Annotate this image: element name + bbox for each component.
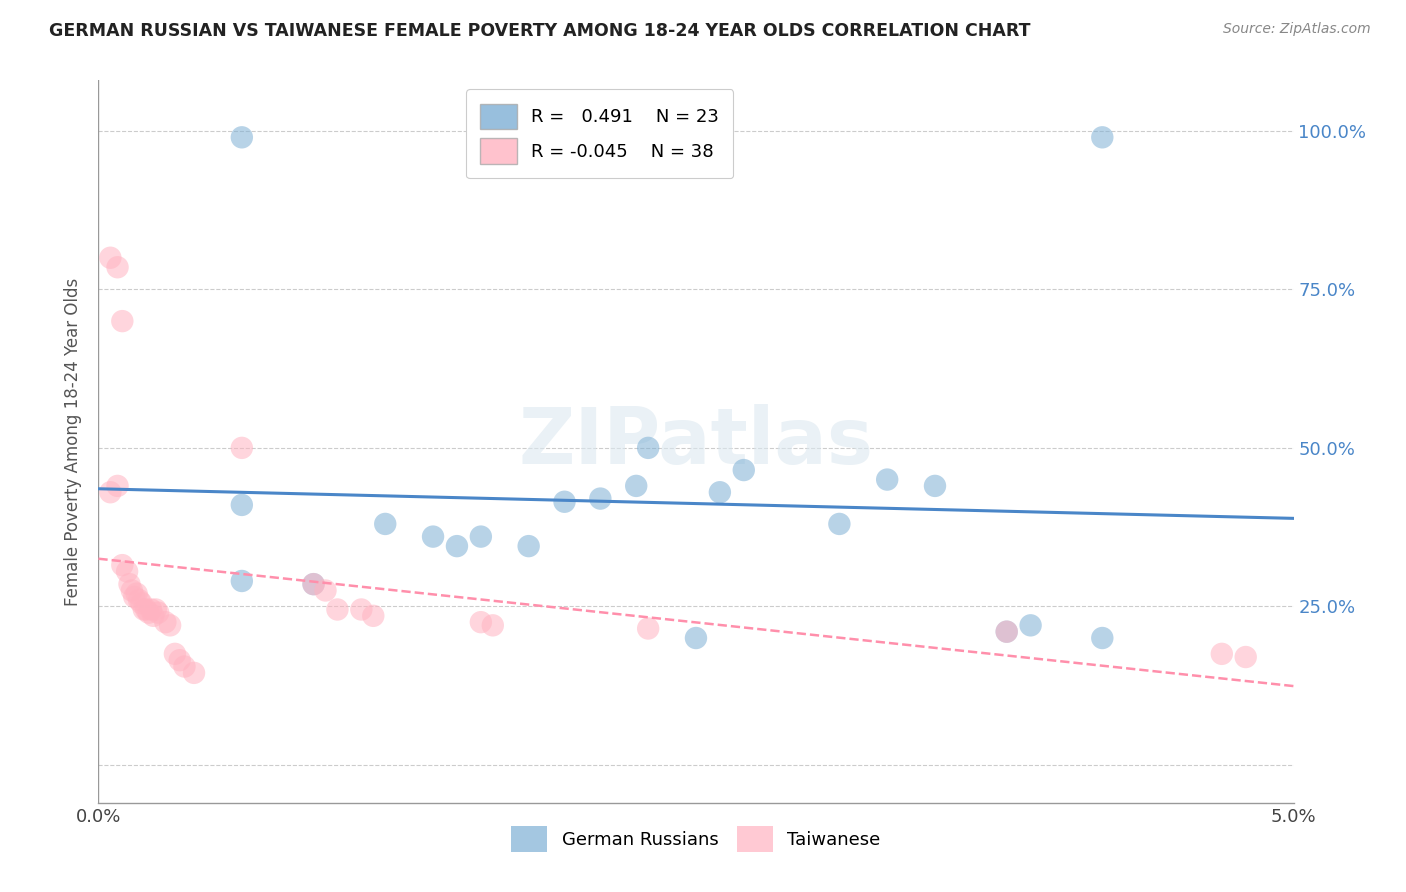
- Point: [709, 485, 731, 500]
- Point: [135, 602, 157, 616]
- Point: [131, 596, 153, 610]
- Point: [231, 498, 253, 512]
- Point: [163, 647, 186, 661]
- Point: [828, 516, 851, 531]
- Point: [924, 479, 946, 493]
- Point: [589, 491, 612, 506]
- Point: [626, 479, 648, 493]
- Point: [733, 463, 755, 477]
- Point: [107, 260, 129, 275]
- Point: [128, 593, 150, 607]
- Point: [183, 665, 205, 680]
- Point: [470, 615, 492, 630]
- Y-axis label: Female Poverty Among 18-24 Year Olds: Female Poverty Among 18-24 Year Olds: [65, 277, 83, 606]
- Point: [422, 530, 444, 544]
- Text: ZIPatlas: ZIPatlas: [519, 403, 873, 480]
- Point: [111, 314, 134, 328]
- Point: [995, 624, 1018, 639]
- Point: [995, 624, 1018, 639]
- Point: [876, 473, 898, 487]
- Point: [138, 606, 160, 620]
- Point: [1234, 650, 1257, 665]
- Legend: German Russians, Taiwanese: German Russians, Taiwanese: [505, 819, 887, 859]
- Point: [98, 251, 122, 265]
- Point: [107, 479, 129, 493]
- Point: [111, 558, 134, 573]
- Text: Source: ZipAtlas.com: Source: ZipAtlas.com: [1223, 22, 1371, 37]
- Point: [155, 615, 177, 630]
- Point: [302, 577, 325, 591]
- Point: [231, 441, 253, 455]
- Text: GERMAN RUSSIAN VS TAIWANESE FEMALE POVERTY AMONG 18-24 YEAR OLDS CORRELATION CHA: GERMAN RUSSIAN VS TAIWANESE FEMALE POVER…: [49, 22, 1031, 40]
- Point: [326, 602, 349, 616]
- Point: [139, 602, 162, 616]
- Point: [1091, 631, 1114, 645]
- Point: [132, 602, 155, 616]
- Point: [363, 608, 385, 623]
- Point: [302, 577, 325, 591]
- Point: [315, 583, 337, 598]
- Point: [145, 602, 167, 616]
- Point: [159, 618, 181, 632]
- Point: [115, 565, 138, 579]
- Point: [470, 530, 492, 544]
- Point: [1211, 647, 1233, 661]
- Point: [173, 659, 195, 673]
- Point: [118, 577, 141, 591]
- Point: [1019, 618, 1042, 632]
- Point: [231, 574, 253, 588]
- Point: [350, 602, 373, 616]
- Point: [121, 583, 143, 598]
- Point: [125, 587, 148, 601]
- Point: [517, 539, 540, 553]
- Point: [637, 441, 659, 455]
- Point: [554, 494, 576, 508]
- Point: [169, 653, 191, 667]
- Point: [148, 606, 170, 620]
- Point: [482, 618, 505, 632]
- Point: [446, 539, 468, 553]
- Point: [1091, 130, 1114, 145]
- Point: [124, 590, 146, 604]
- Point: [142, 608, 165, 623]
- Point: [231, 130, 253, 145]
- Point: [98, 485, 122, 500]
- Point: [685, 631, 707, 645]
- Point: [374, 516, 396, 531]
- Point: [637, 622, 659, 636]
